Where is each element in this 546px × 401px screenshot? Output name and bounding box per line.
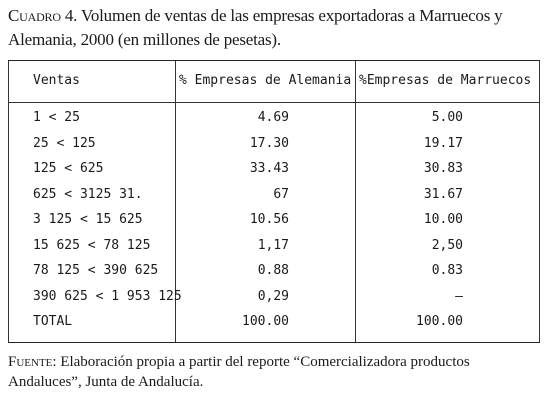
cell-alemania: 1,17 bbox=[257, 237, 289, 253]
table-caption: Cuadro 4. Volumen de ventas de las empre… bbox=[8, 4, 542, 52]
footnote-label: Fuente: bbox=[8, 354, 57, 370]
column-divider bbox=[355, 61, 356, 342]
cell-marruecos: — bbox=[455, 288, 463, 304]
cell-alemania: 17.30 bbox=[249, 135, 289, 151]
cell-ventas: 625 < 3125 31. bbox=[33, 186, 143, 202]
header-ventas: Ventas bbox=[33, 73, 80, 88]
cell-marruecos: 5.00 bbox=[431, 110, 463, 125]
cell-marruecos: 10.00 bbox=[423, 212, 463, 227]
cell-alemania: 33.43 bbox=[249, 161, 289, 176]
cell-marruecos: 2,50 bbox=[431, 237, 463, 253]
header-marruecos: %Empresas de Marruecos bbox=[359, 73, 532, 88]
cell-ventas: 390 625 < 1 953 125 bbox=[33, 288, 182, 304]
cell-ventas: 3 125 < 15 625 bbox=[33, 212, 143, 227]
cell-alemania: 67 bbox=[273, 186, 289, 202]
cell-marruecos: 19.17 bbox=[423, 135, 463, 151]
cell-ventas: TOTAL bbox=[33, 314, 73, 329]
cell-alemania: 0.88 bbox=[257, 263, 289, 278]
cell-alemania: 100.00 bbox=[242, 314, 289, 329]
cell-marruecos: 100.00 bbox=[416, 314, 463, 329]
table-footnote: Fuente: Elaboración propia a partir del … bbox=[8, 352, 542, 392]
cell-marruecos: 31.67 bbox=[423, 186, 463, 202]
cell-marruecos: 0.83 bbox=[431, 263, 463, 278]
cell-ventas: 25 < 125 bbox=[33, 135, 96, 151]
header-alemania: % Empresas de Alemania bbox=[179, 73, 352, 88]
footnote-text: Elaboración propia a partir del reporte … bbox=[8, 354, 470, 390]
cell-ventas: 125 < 625 bbox=[33, 161, 104, 176]
cell-ventas: 78 125 < 390 625 bbox=[33, 263, 159, 278]
caption-label: Cuadro 4. bbox=[8, 6, 78, 25]
cell-alemania: 10.56 bbox=[249, 212, 289, 227]
cell-ventas: 15 625 < 78 125 bbox=[33, 237, 151, 253]
cell-ventas: 1 < 25 bbox=[33, 110, 80, 125]
header-rule bbox=[9, 102, 539, 103]
column-divider bbox=[175, 61, 176, 342]
cell-alemania: 4.69 bbox=[257, 110, 289, 125]
cell-marruecos: 30.83 bbox=[423, 161, 463, 176]
caption-text: Volumen de ventas de las empresas export… bbox=[8, 6, 503, 49]
cell-alemania: 0,29 bbox=[257, 288, 289, 304]
sales-volume-table: Ventas % Empresas de Alemania %Empresas … bbox=[8, 60, 540, 343]
